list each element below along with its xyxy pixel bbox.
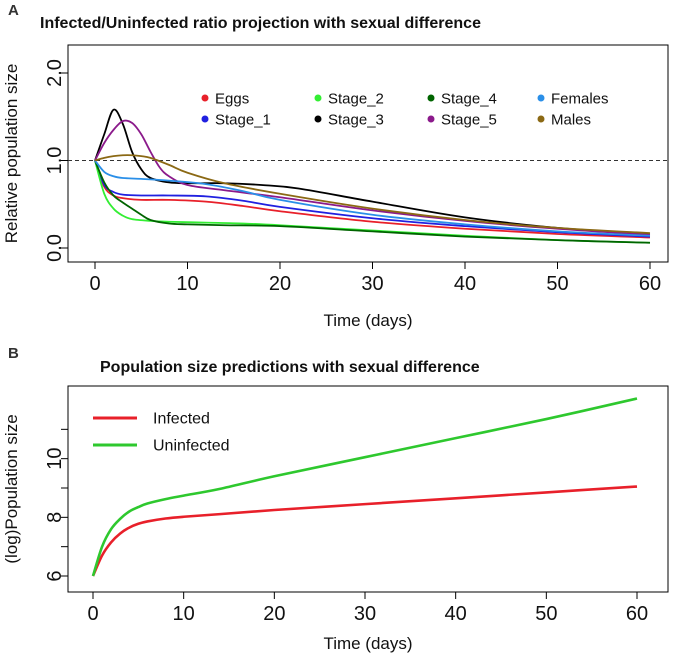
plot-frame <box>67 385 669 593</box>
plot-frame <box>67 44 669 263</box>
x-tick-label: 40 <box>454 273 476 295</box>
legend-label: Stage_1 <box>215 111 271 128</box>
y-tick-label: 10 <box>44 448 66 470</box>
x-tick-label: 30 <box>354 603 376 625</box>
legend-label: Uninfected <box>153 438 230 455</box>
y-axis-label: (log)Population size <box>2 414 21 563</box>
legend-label: Stage_2 <box>328 90 384 107</box>
x-axis-label: Time (days) <box>323 634 412 653</box>
panel-b-legend: Infected Uninfected <box>93 411 230 455</box>
legend-label: Stage_3 <box>328 111 384 128</box>
series-line-stage-4 <box>94 160 651 244</box>
series-line-stage-1 <box>94 160 651 238</box>
x-axis-label: Time (days) <box>323 311 412 330</box>
panel-b-letter: B <box>8 345 19 362</box>
series-line-females <box>94 159 651 237</box>
x-tick-label: 50 <box>535 603 557 625</box>
series-line-uninfected <box>91 397 638 577</box>
legend-marker <box>537 94 545 102</box>
x-tick-label: 20 <box>269 273 291 295</box>
panel-a-letter: A <box>8 2 19 19</box>
y-tick-label: 8 <box>44 512 66 523</box>
legend-label: Stage_4 <box>441 90 497 107</box>
legend-label: Stage_5 <box>441 111 497 128</box>
legend-marker <box>201 94 209 102</box>
legend-label: Females <box>551 90 609 107</box>
x-tick-label: 10 <box>176 273 198 295</box>
x-tick-label: 60 <box>639 273 661 295</box>
series-line-infected <box>91 485 638 577</box>
x-tick-label: 30 <box>361 273 383 295</box>
x-tick-label: 20 <box>263 603 285 625</box>
legend-label: Males <box>551 111 591 128</box>
series-line-stage-3 <box>94 108 651 235</box>
panel-a-legend: Eggs Stage_1 Stage_2 Stage_3 Stage_4 Stage_5 F… <box>201 90 609 128</box>
legend-marker <box>314 94 322 102</box>
panel-b-title: Population size predictions with sexual … <box>100 359 480 376</box>
series-line-eggs <box>94 160 651 239</box>
legend-marker <box>427 115 435 123</box>
legend-marker <box>201 115 209 123</box>
y-tick-label: 1.0 <box>44 147 66 175</box>
x-tick-label: 0 <box>89 273 100 295</box>
x-tick-label: 0 <box>87 603 98 625</box>
panel-b-axes: 0 10 20 30 40 50 60 6 8 10 Time (days) (log)Populat… <box>2 385 669 653</box>
y-tick-label: 0.0 <box>44 234 66 262</box>
series-line-stage-5 <box>94 119 651 236</box>
panel-b-series <box>91 397 638 577</box>
y-axis-label: Relative population size <box>2 64 21 244</box>
series-line-males <box>94 154 651 235</box>
x-tick-label: 10 <box>173 603 195 625</box>
y-tick-label: 2.0 <box>44 59 66 87</box>
y-tick-label: 6 <box>44 570 66 581</box>
legend-label: Eggs <box>215 90 249 107</box>
panel-a-axes: 0 10 20 30 40 50 60 0.0 1.0 2.0 Time (days) Relativ… <box>2 44 669 330</box>
x-tick-label: 40 <box>445 603 467 625</box>
legend-marker <box>314 115 322 123</box>
panel-a-series <box>94 108 651 244</box>
panel-a-title: Infected/Uninfected ratio projection wit… <box>40 15 481 32</box>
x-tick-label: 50 <box>546 273 568 295</box>
legend-marker <box>427 94 435 102</box>
legend-label: Infected <box>153 411 210 428</box>
x-tick-label: 60 <box>626 603 648 625</box>
legend-marker <box>537 115 545 123</box>
